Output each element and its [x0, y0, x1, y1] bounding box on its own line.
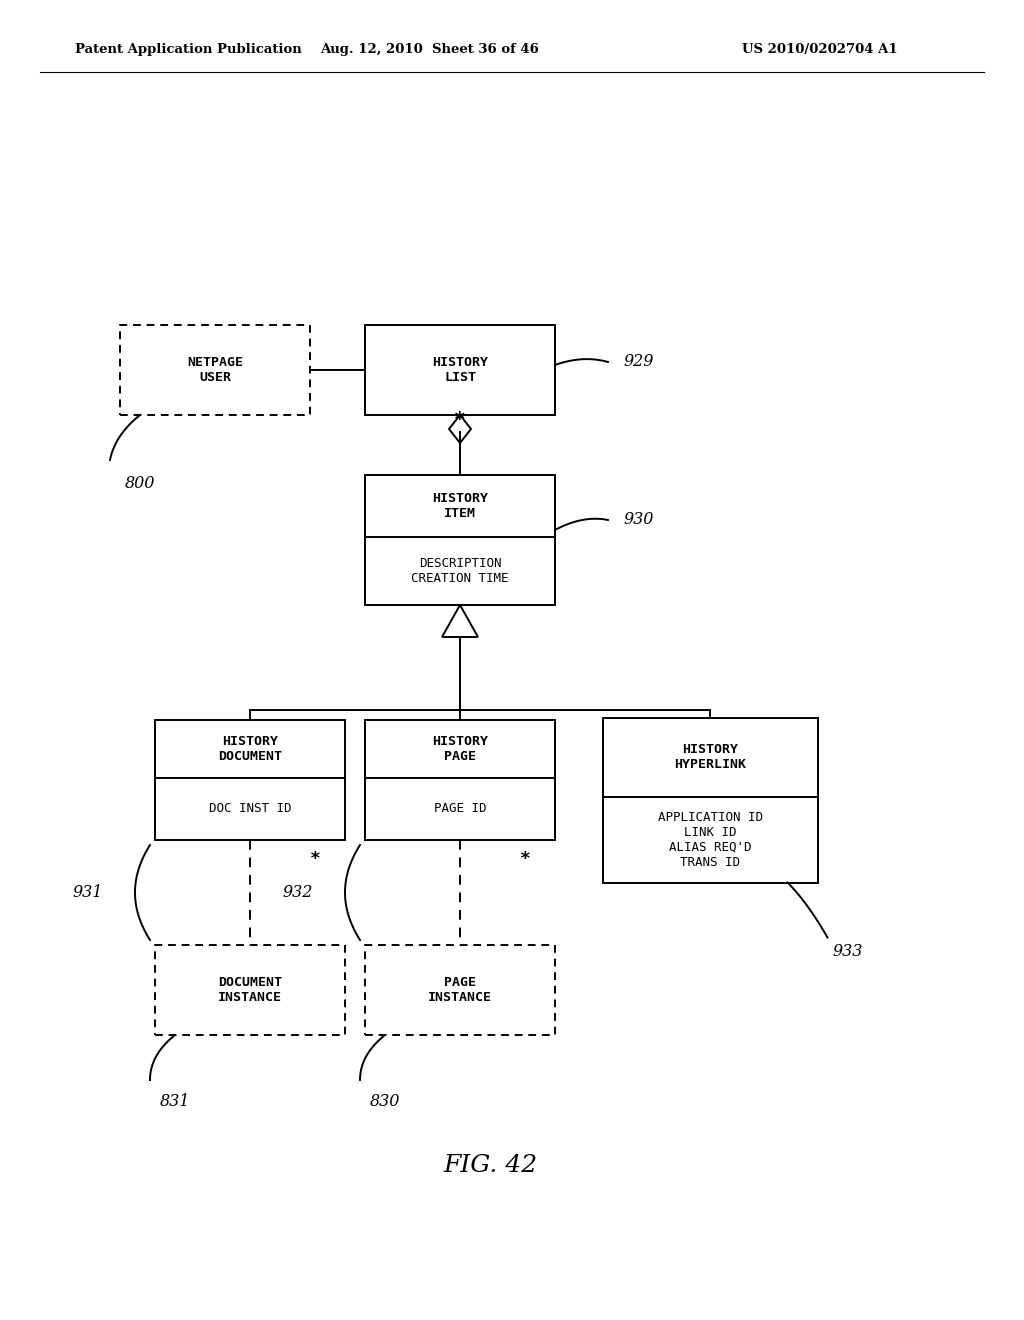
- Text: *: *: [520, 850, 530, 869]
- Bar: [120, 325, 310, 414]
- Bar: [365, 475, 555, 605]
- Text: Patent Application Publication: Patent Application Publication: [75, 44, 302, 57]
- Text: NETPAGE
USER: NETPAGE USER: [187, 356, 243, 384]
- Text: Aug. 12, 2010  Sheet 36 of 46: Aug. 12, 2010 Sheet 36 of 46: [321, 44, 540, 57]
- Text: 931: 931: [73, 884, 103, 902]
- Text: HISTORY
DOCUMENT: HISTORY DOCUMENT: [218, 735, 282, 763]
- Text: *: *: [310, 850, 321, 869]
- Bar: [365, 945, 555, 1035]
- Text: HISTORY
ITEM: HISTORY ITEM: [432, 492, 488, 520]
- Text: US 2010/0202704 A1: US 2010/0202704 A1: [742, 44, 898, 57]
- Bar: [155, 719, 345, 840]
- Text: HISTORY
HYPERLINK: HISTORY HYPERLINK: [674, 743, 746, 771]
- Text: PAGE
INSTANCE: PAGE INSTANCE: [428, 975, 492, 1005]
- Text: HISTORY
LIST: HISTORY LIST: [432, 356, 488, 384]
- Text: PAGE ID: PAGE ID: [434, 803, 486, 816]
- Bar: [365, 325, 555, 414]
- Text: 933: 933: [833, 942, 863, 960]
- Text: 932: 932: [283, 884, 313, 902]
- Text: DOC INST ID: DOC INST ID: [209, 803, 291, 816]
- Text: FIG. 42: FIG. 42: [443, 1154, 537, 1176]
- Text: 930: 930: [623, 511, 653, 528]
- Text: DESCRIPTION
CREATION TIME: DESCRIPTION CREATION TIME: [412, 557, 509, 585]
- Text: APPLICATION ID
LINK ID
ALIAS REQ'D
TRANS ID: APPLICATION ID LINK ID ALIAS REQ'D TRANS…: [657, 810, 763, 869]
- Text: HISTORY
PAGE: HISTORY PAGE: [432, 735, 488, 763]
- Text: 831: 831: [160, 1093, 190, 1110]
- Text: 830: 830: [370, 1093, 400, 1110]
- Bar: [602, 718, 817, 883]
- Text: DOCUMENT
INSTANCE: DOCUMENT INSTANCE: [218, 975, 282, 1005]
- Text: *: *: [454, 409, 466, 429]
- Text: 800: 800: [125, 475, 156, 492]
- Text: 929: 929: [623, 354, 653, 371]
- Bar: [365, 719, 555, 840]
- Bar: [155, 945, 345, 1035]
